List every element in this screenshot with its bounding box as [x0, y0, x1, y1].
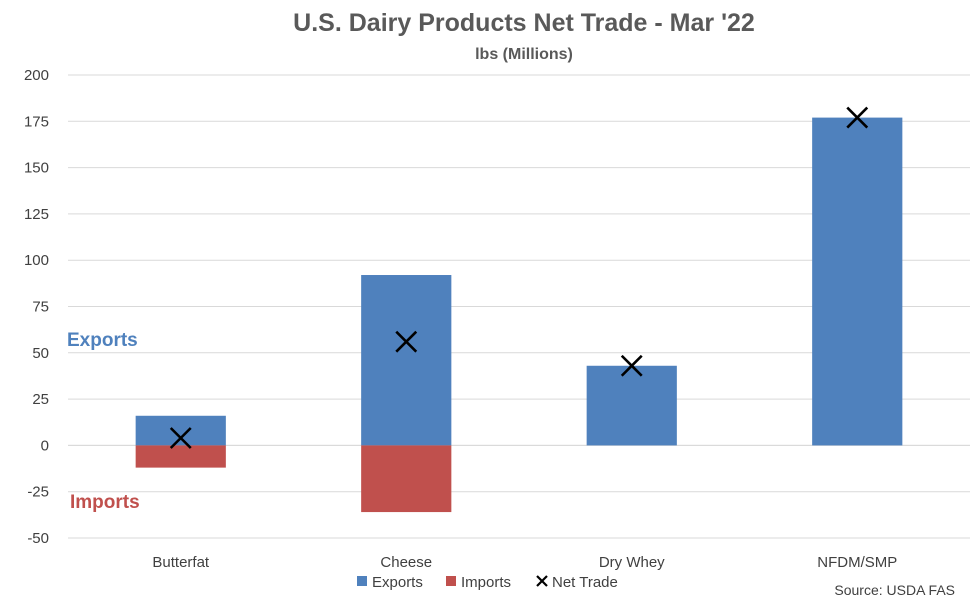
y-tick-label: -50 — [27, 530, 49, 547]
chart-title: U.S. Dairy Products Net Trade - Mar '22 — [293, 9, 755, 37]
category-label: Butterfat — [152, 554, 210, 571]
y-tick-label: 100 — [24, 252, 49, 269]
exports-annotation: Exports — [67, 330, 138, 351]
y-tick-label: 175 — [24, 113, 49, 130]
y-tick-label: 150 — [24, 160, 49, 177]
net-trade-marker — [395, 330, 418, 353]
legend-swatch-imports — [446, 576, 456, 586]
legend: Exports Imports Net Trade — [357, 574, 618, 591]
y-tick-label: 50 — [32, 345, 49, 362]
bar-exports — [812, 117, 903, 446]
bar-exports — [135, 415, 226, 446]
category-labels: Butterfat Cheese Dry Whey NFDM/SMP — [152, 554, 897, 571]
category-label: NFDM/SMP — [817, 554, 897, 571]
legend-label-exports: Exports — [372, 574, 423, 591]
legend-marker-net-trade — [536, 575, 548, 587]
bar-imports — [361, 445, 452, 513]
bar-exports — [361, 275, 452, 446]
y-axis-tick-labels: 200 175 150 125 100 75 50 25 0 -25 -50 — [24, 67, 49, 547]
chart-subtitle: lbs (Millions) — [475, 46, 573, 63]
y-tick-label: -25 — [27, 484, 49, 501]
net-trade-markers — [169, 106, 869, 449]
net-trade-marker — [846, 106, 869, 129]
legend-label-imports: Imports — [461, 574, 511, 591]
bar-exports — [586, 365, 677, 446]
bars — [135, 117, 903, 513]
net-trade-marker — [169, 427, 192, 449]
y-tick-label: 0 — [41, 437, 49, 454]
category-label: Dry Whey — [599, 554, 665, 571]
source-note: Source: USDA FAS — [834, 582, 955, 598]
bar-imports — [135, 445, 226, 468]
y-tick-label: 125 — [24, 206, 49, 223]
legend-swatch-exports — [357, 576, 367, 586]
y-tick-label: 75 — [32, 299, 49, 316]
y-tick-label: 200 — [24, 67, 49, 84]
net-trade-marker — [620, 354, 643, 377]
imports-annotation: Imports — [70, 492, 140, 513]
category-label: Cheese — [380, 554, 432, 571]
legend-label-net-trade: Net Trade — [552, 574, 618, 591]
y-tick-label: 25 — [32, 391, 49, 408]
